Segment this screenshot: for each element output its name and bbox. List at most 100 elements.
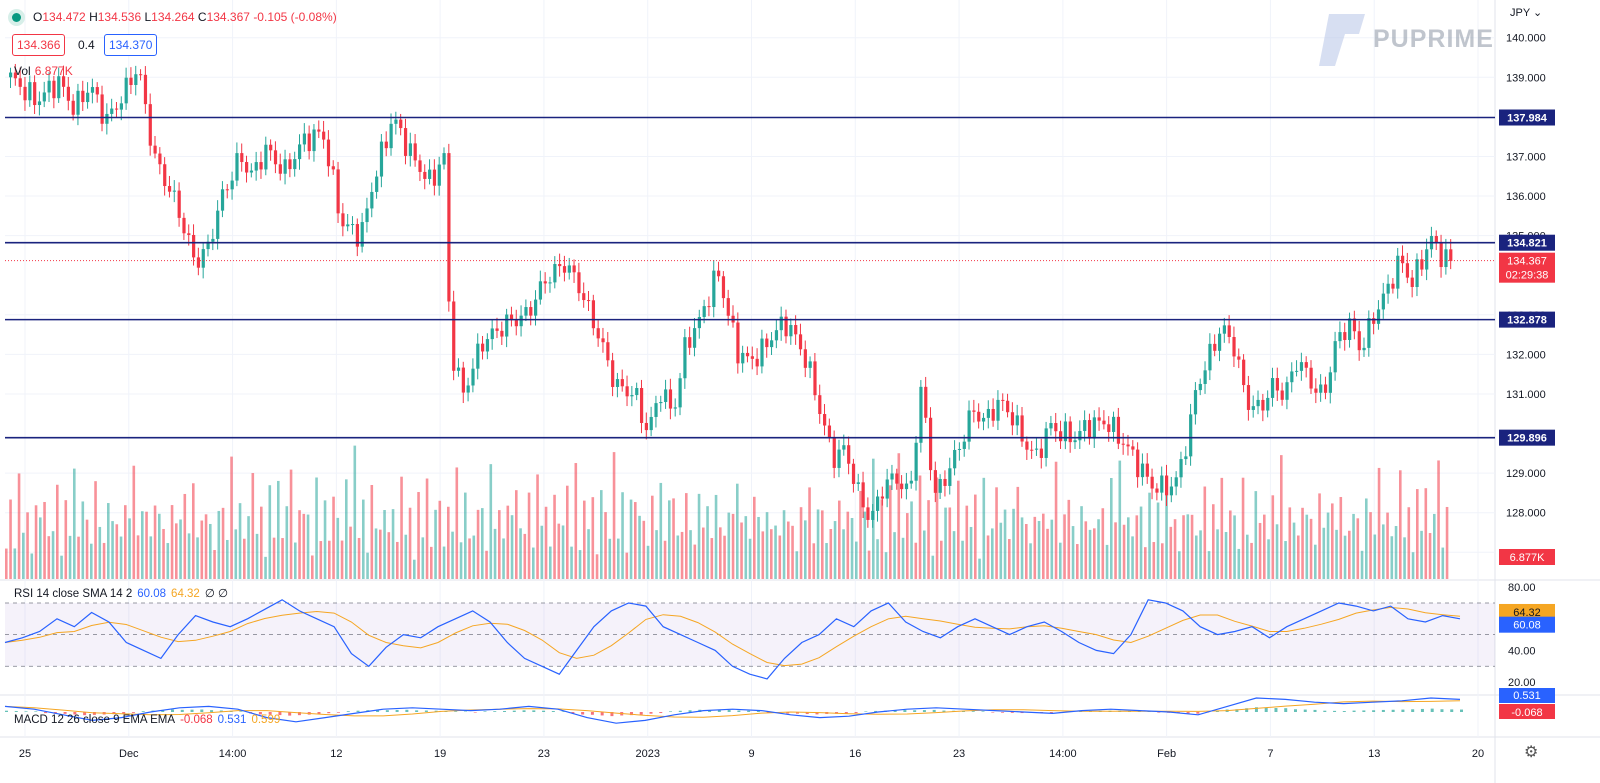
volume-bar — [204, 514, 208, 579]
volume-bar — [192, 483, 195, 579]
volume-bar — [812, 543, 816, 579]
candle-body — [273, 150, 278, 165]
volume-bar — [702, 527, 705, 579]
macd-histogram-bar — [1333, 710, 1337, 712]
volume-bar — [200, 520, 204, 579]
candle-body — [230, 180, 234, 190]
current-price-badge — [1499, 252, 1555, 283]
sell-price-button[interactable]: 134.366 — [12, 34, 66, 56]
candle-body — [861, 482, 865, 508]
volume-bar — [561, 525, 565, 579]
volume-bar — [306, 514, 310, 579]
volume-bar — [43, 501, 46, 579]
volume-bar — [931, 555, 935, 579]
volume-bar — [1063, 514, 1066, 579]
macd-histogram-bar — [1303, 709, 1307, 712]
volume-bar — [770, 529, 773, 579]
volume-bar — [544, 506, 548, 579]
volume-bar — [889, 485, 892, 579]
volume-bar — [761, 531, 765, 579]
volume-bar — [991, 528, 994, 579]
volume-bar — [413, 559, 416, 579]
candle-body — [187, 233, 191, 235]
volume-bar — [910, 501, 913, 579]
volume-bar — [608, 538, 612, 579]
macd-histogram-bar — [688, 710, 692, 712]
volume-bar — [1339, 496, 1343, 579]
volume-bar — [396, 541, 399, 579]
macd-histogram-bar — [1235, 709, 1239, 712]
macd-histogram-bar — [405, 709, 409, 712]
volume-bar — [753, 496, 756, 579]
candle-body — [1376, 309, 1381, 324]
volume-bar — [366, 552, 369, 579]
candle-body — [201, 249, 205, 268]
volume-bar — [1292, 522, 1296, 579]
candle-body — [1059, 431, 1063, 442]
candle-body — [1213, 343, 1217, 351]
volume-bar — [370, 485, 374, 579]
candle-body — [456, 367, 461, 371]
candle-body — [317, 129, 321, 132]
macd-histogram-bar — [395, 709, 399, 712]
candle-body — [683, 337, 687, 379]
volume-bar — [829, 529, 833, 579]
candle-body — [249, 170, 254, 173]
macd-histogram-bar — [1313, 709, 1317, 712]
x-tick-label: 12 — [330, 748, 342, 760]
macd-histogram-bar — [874, 710, 878, 712]
currency-selector[interactable]: JPY ⌄ — [1510, 7, 1543, 19]
volume-bar — [1326, 512, 1330, 579]
volume-bar — [901, 537, 905, 579]
candle-body — [182, 217, 186, 234]
volume-bar — [1037, 521, 1041, 579]
candle-body — [1227, 325, 1231, 338]
volume-bar — [51, 531, 55, 579]
x-tick-label: 23 — [538, 748, 550, 760]
candle-body — [1237, 356, 1241, 360]
level-price-badge — [1499, 311, 1555, 328]
volume-bar — [1122, 524, 1126, 579]
volume-bar — [523, 533, 527, 579]
volume-bar — [98, 526, 102, 579]
candle-body — [755, 358, 759, 367]
volume-bar — [965, 505, 969, 579]
volume-bar — [298, 510, 301, 579]
volume-bar — [527, 492, 531, 579]
candle-body — [18, 78, 22, 87]
candle-body — [866, 507, 870, 520]
macd-histogram-bar — [141, 711, 145, 712]
macd-histogram-bar — [288, 712, 292, 716]
volume-bar — [107, 503, 110, 579]
settings-gear-icon[interactable]: ⚙ — [1524, 744, 1539, 761]
macd-histogram-bar — [1372, 710, 1376, 712]
candle-body — [928, 417, 933, 471]
volume-bar — [935, 477, 939, 579]
candle-body — [177, 190, 181, 218]
volume-bar — [1059, 542, 1062, 579]
candle-body — [66, 86, 70, 101]
candle-body — [298, 144, 302, 160]
volume-bar — [1093, 528, 1096, 579]
level-price-label: 134.821 — [1507, 238, 1547, 250]
volume-bar — [285, 506, 289, 579]
candle-body — [977, 411, 981, 422]
macd-histogram-bar — [1323, 710, 1327, 712]
candle-body — [153, 145, 157, 154]
candle-body — [996, 399, 1000, 421]
candle-body — [254, 162, 258, 171]
volume-bar — [362, 499, 365, 579]
buy-price-button[interactable]: 134.370 — [104, 34, 158, 56]
volume-bar — [26, 512, 29, 579]
x-tick-label: Feb — [1157, 748, 1176, 760]
candle-body — [192, 234, 196, 258]
macd-histogram-bar — [629, 712, 633, 716]
candle-body — [1251, 406, 1255, 410]
volume-bar — [34, 505, 38, 579]
candle-body — [95, 87, 99, 95]
macd-histogram-bar — [1460, 709, 1463, 712]
macd-histogram-bar — [786, 712, 790, 714]
volume-bar — [1173, 519, 1177, 579]
volume-bar — [383, 510, 386, 579]
